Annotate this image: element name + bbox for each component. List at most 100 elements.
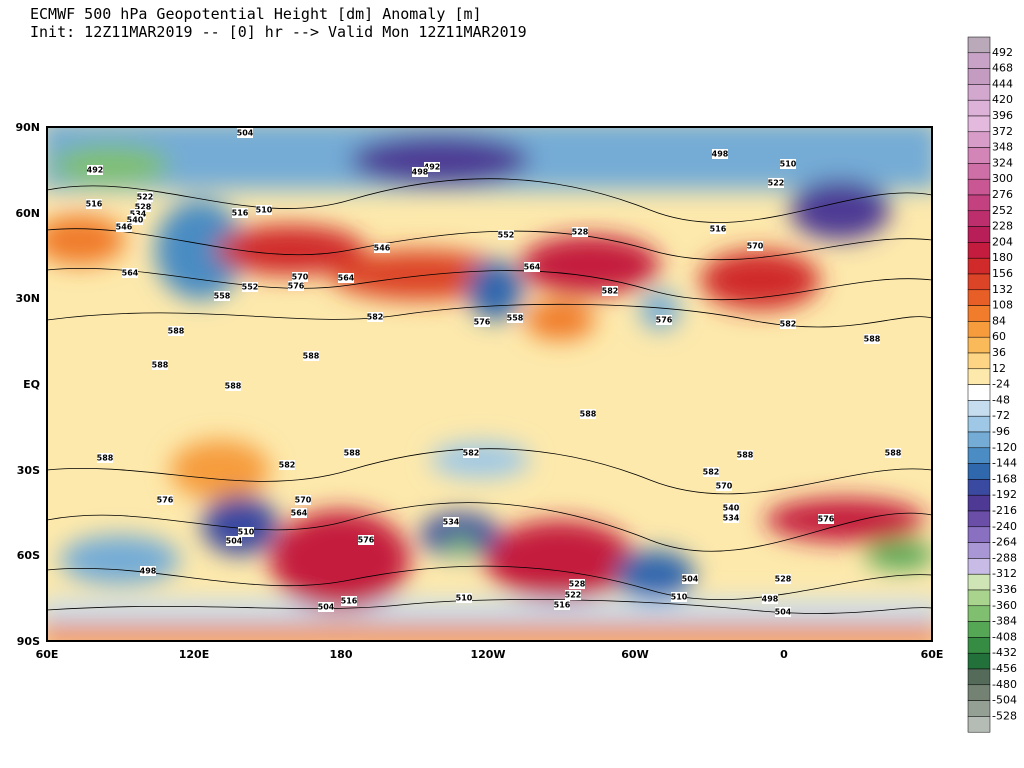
contour-label: 552 [242,283,259,292]
contour-label-bg [135,202,151,212]
contour-label-bg [524,262,540,272]
contour-label-bg [762,594,778,604]
contour-label-bg [474,317,490,327]
colorbar-label: 84 [992,314,1006,327]
lon-label: 60E [36,648,59,661]
contour-label-bg [318,602,334,612]
contour-label-bg [292,272,308,282]
colorbar-label: 180 [992,251,1013,264]
contour-label: 582 [463,449,480,458]
colorbar-label: -216 [992,504,1017,517]
colorbar-label: -360 [992,599,1017,612]
colorbar-swatch [967,273,991,291]
lon-label: 180 [330,648,353,661]
contour-label-bg [237,128,253,138]
contour-label: 582 [279,461,296,470]
contour-label: 576 [656,316,673,325]
colorbar-swatch [967,368,991,385]
contour-label: 498 [712,150,729,159]
colorbar-swatch [967,36,991,54]
lon-label: 0 [780,648,788,661]
contour-label-bg [140,566,156,576]
colorbar-label: 252 [992,204,1013,217]
colorbar-label: 276 [992,188,1013,201]
contour-label-bg [780,319,796,329]
contour-label-bg [885,448,901,458]
contour-label: 588 [344,449,361,458]
colorbar-label: 492 [992,46,1013,59]
contour-label-bg [656,315,672,325]
contour-label: 498 [140,567,157,576]
contour-label-bg [710,224,726,234]
contour-label-bg [456,593,472,603]
colorbar-label: -24 [992,378,1010,391]
contour-label-bg [130,209,146,219]
colorbar-label: 420 [992,93,1013,106]
colorbar-swatch [967,99,991,117]
contour-label-bg [303,351,319,361]
colorbar-swatch [967,321,991,338]
contour-label: 510 [671,593,688,602]
colorbar-swatch [967,621,991,638]
contour-label-bg [775,574,791,584]
contour-label-bg [507,313,523,323]
contour-label: 540 [723,504,740,513]
contour-label-bg [256,205,272,215]
contour-label-bg [157,495,173,505]
contour-label-bg [358,535,374,545]
colorbar-label: 300 [992,172,1013,185]
lon-label: 120W [470,648,505,661]
colorbar-swatch [967,210,991,227]
contour-label-bg [367,312,383,322]
contour-label-bg [288,281,304,291]
contour-label: 570 [716,482,733,491]
contour-label: 546 [374,244,391,253]
contour-label: 516 [710,225,727,234]
contour-label-bg [723,503,739,513]
contour-label-bg [344,448,360,458]
contour-label: 528 [569,580,586,589]
contour-label: 504 [237,129,254,138]
colorbar-swatch [967,194,991,212]
colorbar-swatch [967,558,991,575]
contour-label: 576 [157,496,174,505]
contour-label: 522 [565,591,582,600]
lat-label: 90N [15,121,40,134]
colorbar-label: 36 [992,346,1006,359]
colorbar-swatch [967,52,991,69]
contour-label: 564 [291,509,308,518]
colorbar-swatch [967,668,991,686]
colorbar-swatch [967,415,991,433]
contour-label-bg [374,243,390,253]
contour-label-bg [554,600,570,610]
contour-label: 576 [288,282,305,291]
lon-label: 60W [621,648,648,661]
contour-label-bg [137,192,153,202]
colorbar-label: -288 [992,551,1017,564]
contour-label-bg [338,273,354,283]
colorbar-label: -432 [992,646,1017,659]
contour-label-bg [463,448,479,458]
colorbar-swatch [967,716,991,733]
colorbar-swatch [967,242,991,259]
colorbar-swatch [967,510,991,528]
contour-label: 546 [116,223,133,232]
contour-label-bg [122,268,138,278]
contour-label-bg [242,282,258,292]
contour-label-bg [723,513,739,523]
colorbar-swatch [967,573,991,591]
colorbar-label: 348 [992,141,1013,154]
lat-label: EQ [23,378,40,391]
colorbar-swatch [967,352,991,370]
contour-label: 534 [443,518,460,527]
contour-label: 576 [474,318,491,327]
contour-label-bg [443,517,459,527]
contour-label: 510 [780,160,797,169]
colorbar-swatch [967,589,991,607]
colorbar-label: -528 [992,709,1017,722]
colorbar-swatch [967,226,991,243]
contour-label-bg [737,450,753,460]
contour-label-bg [775,607,791,617]
contour-label-bg [716,481,732,491]
contour-label-bg [768,178,784,188]
